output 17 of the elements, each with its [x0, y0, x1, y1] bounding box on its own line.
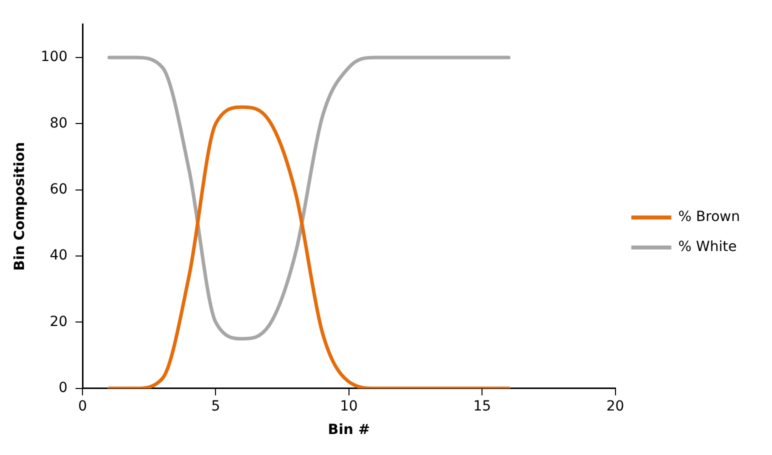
- line-series: [107, 105, 510, 388]
- line-series: [107, 56, 510, 341]
- x-axis-title: Bin #: [328, 422, 370, 438]
- y-axis-title: Bin Composition: [12, 142, 28, 271]
- y-tick-label: 60: [50, 181, 68, 198]
- x-tick-label: 20: [606, 398, 624, 414]
- legend-label: % White: [678, 239, 737, 256]
- x-tick-label: 0: [78, 398, 87, 414]
- y-tick-label: 100: [40, 49, 68, 66]
- y-tick-label: 0: [58, 380, 68, 396]
- x-tick-label: 15: [473, 398, 492, 414]
- y-tick-label: 20: [50, 314, 68, 330]
- y-tick-label: 40: [50, 248, 68, 264]
- x-tick-label: 5: [211, 398, 220, 414]
- x-tick-label: 10: [340, 398, 358, 414]
- y-tick-label: 80: [50, 115, 68, 132]
- legend-label: % Brown: [678, 209, 740, 226]
